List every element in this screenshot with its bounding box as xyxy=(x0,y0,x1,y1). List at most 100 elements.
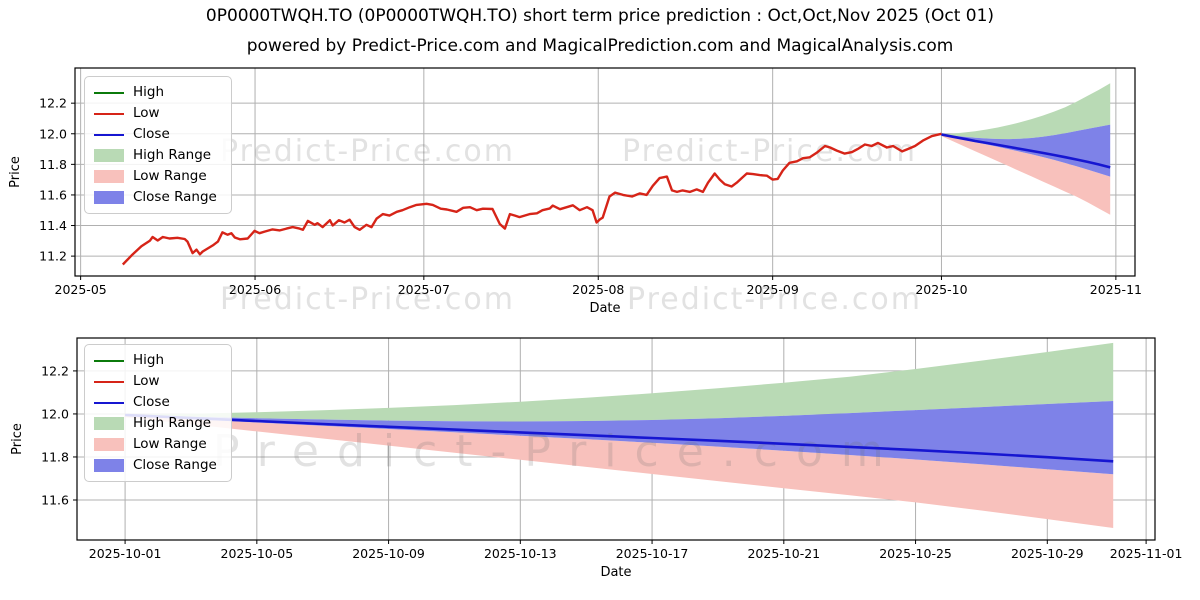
close_range-swatch xyxy=(94,191,124,204)
legend-patch-swatch xyxy=(94,417,124,430)
legend-item-low: Low xyxy=(94,103,217,124)
axis-ticks: 2025-10-01 2025-10-05 2025-10-09 2025-10-13… xyxy=(41,363,1182,561)
close-forecast-line xyxy=(941,133,1111,169)
legend-line-swatch xyxy=(94,112,124,115)
legend-label: High Range xyxy=(133,146,212,163)
x-tick-label: 2025-10-01 xyxy=(89,546,162,561)
x-tick-label: 2025-10-09 xyxy=(352,546,425,561)
legend-item-low-range: Low Range xyxy=(94,166,217,187)
low_range-swatch xyxy=(94,438,124,451)
high_range-swatch xyxy=(94,149,124,162)
y-tick-label: 12.2 xyxy=(41,363,69,378)
legend-item-close: Close xyxy=(94,392,217,413)
x-tick-label: 2025-11-01 xyxy=(1110,546,1183,561)
x-tick-label: 2025-10-17 xyxy=(616,546,689,561)
bottom-chart-legend: High Low Close High Range Low Range Close Ran… xyxy=(84,344,232,482)
close_line-swatch xyxy=(94,133,124,136)
legend-label: Low Range xyxy=(133,167,207,184)
legend-patch-swatch xyxy=(94,438,124,451)
low-range-band xyxy=(941,135,1111,215)
plot-area: Predict-Price.com xyxy=(77,338,1155,540)
legend-item-close-range: Close Range xyxy=(94,455,217,476)
watermark: Predict-Price.com xyxy=(220,134,515,169)
y-tick-label: 11.2 xyxy=(39,249,67,264)
x-tick-label: 2025-10-21 xyxy=(747,546,820,561)
legend-item-low: Low xyxy=(94,371,217,392)
high_line-swatch xyxy=(94,91,124,94)
y-tick-label: 11.8 xyxy=(41,449,69,464)
legend-item-high-range: High Range xyxy=(94,413,217,434)
legend-item-high: High xyxy=(94,350,217,371)
legend-item-high-range: High Range xyxy=(94,145,217,166)
plot-border xyxy=(74,67,1136,277)
x-tick-label: 2025-06 xyxy=(229,282,281,297)
x-tick-label: 2025-11 xyxy=(1090,282,1142,297)
legend-patch-swatch xyxy=(94,170,124,183)
legend-line-swatch xyxy=(94,401,124,404)
legend-label: Close Range xyxy=(133,188,217,205)
legend-item-close: Close xyxy=(94,124,217,145)
chart-subtitle: powered by Predict-Price.com and Magical… xyxy=(246,36,954,56)
legend-label: Low xyxy=(133,372,160,389)
y-tick-label: 11.6 xyxy=(39,187,67,202)
legend-line-swatch xyxy=(94,91,124,94)
legend-label: Close xyxy=(133,393,170,410)
low_range-swatch xyxy=(94,170,124,183)
high_line-swatch xyxy=(94,359,124,362)
x-tick-label: 2025-10 xyxy=(915,282,967,297)
close_line-swatch xyxy=(94,401,124,404)
low-history-line xyxy=(121,132,942,266)
watermark: Predict-Price.com xyxy=(627,282,922,317)
top-chart: Predict-Price.com Predict-Price.com2025-0… xyxy=(8,67,1142,316)
y-tick-label: 11.6 xyxy=(41,492,69,507)
x-tick-label: 2025-05 xyxy=(55,282,107,297)
legend-line-swatch xyxy=(94,133,124,136)
y-tick-label: 11.8 xyxy=(39,157,67,172)
y-tick-label: 11.4 xyxy=(39,218,67,233)
x-tick-label: 2025-10-29 xyxy=(1011,546,1084,561)
y-tick-label: 12.0 xyxy=(41,406,69,421)
legend-patch-swatch xyxy=(94,191,124,204)
plot-area: Predict-Price.com Predict-Price.com xyxy=(75,68,1135,276)
legend-label: High xyxy=(133,351,165,368)
gridlines xyxy=(75,68,1135,276)
top-chart-legend: High Low Close High Range Low Range Close Ran… xyxy=(84,76,232,214)
legend-label: Close Range xyxy=(133,456,217,473)
legend-patch-swatch xyxy=(94,149,124,162)
y-tick-label: 12.2 xyxy=(39,96,67,111)
close_range-swatch xyxy=(94,459,124,472)
legend-label: Low xyxy=(133,104,160,121)
low_line-swatch xyxy=(94,380,124,383)
legend-line-swatch xyxy=(94,359,124,362)
high-range-band xyxy=(125,342,1114,422)
y-tick-label: 12.0 xyxy=(39,126,67,141)
y-axis-title: Price xyxy=(8,156,23,188)
y-axis-title: Price xyxy=(10,423,25,455)
legend-label: Low Range xyxy=(133,435,207,452)
legend-patch-swatch xyxy=(94,459,124,472)
x-tick-label: 2025-07 xyxy=(398,282,450,297)
legend-line-swatch xyxy=(94,380,124,383)
x-tick-label: 2025-08 xyxy=(572,282,624,297)
legend-label: High Range xyxy=(133,414,212,431)
watermark: Predict-Price.com xyxy=(622,134,917,169)
x-axis-title: Date xyxy=(589,301,620,316)
close-forecast-line xyxy=(125,413,1114,463)
high-range-band xyxy=(941,83,1111,140)
legend-item-high: High xyxy=(94,82,217,103)
legend-item-low-range: Low Range xyxy=(94,434,217,455)
x-tick-label: 2025-10-25 xyxy=(879,546,952,561)
legend-label: Close xyxy=(133,125,170,142)
plot-border xyxy=(76,337,1156,541)
legend-item-close-range: Close Range xyxy=(94,187,217,208)
axis-ticks: 2025-05 2025-06 2025-07 2025-08 2025-09 2025-… xyxy=(39,96,1142,297)
x-tick-label: 2025-10-13 xyxy=(484,546,557,561)
x-tick-label: 2025-10-05 xyxy=(221,546,294,561)
legend-label: High xyxy=(133,83,165,100)
high_range-swatch xyxy=(94,417,124,430)
chart-title: 0P0000TWQH.TO (0P0000TWQH.TO) short term… xyxy=(205,6,995,26)
x-tick-label: 2025-09 xyxy=(747,282,799,297)
